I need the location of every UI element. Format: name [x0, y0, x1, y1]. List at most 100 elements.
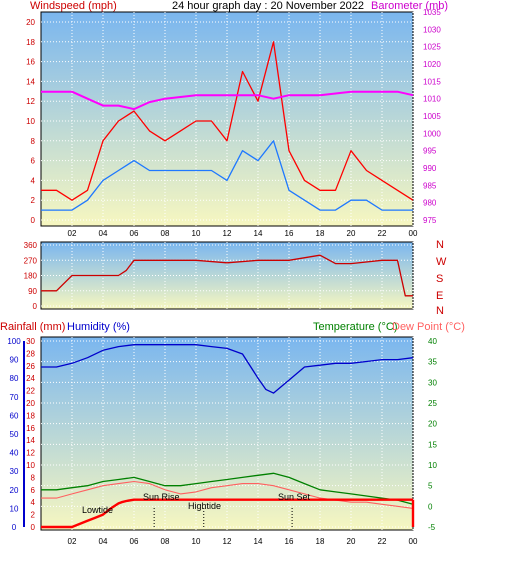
rain-tick-label: 16	[26, 424, 35, 433]
windspeed-tick-label: 8	[31, 137, 36, 146]
rain-tick-label: 30	[26, 337, 35, 346]
humidity-tick-label: 80	[10, 374, 19, 383]
series-dewpoint-line	[41, 480, 414, 509]
series-windspeed-line	[41, 140, 413, 211]
x-tick-label: 00	[409, 229, 418, 238]
barometer-tick-label: 1015	[423, 77, 441, 86]
wind-barometer-panel: 0246810121416182097598098599099510001005…	[26, 8, 441, 238]
x-tick-label: 12	[223, 537, 232, 546]
windspeed-tick-label: 4	[31, 176, 36, 185]
rain-tick-label: 12	[26, 449, 35, 458]
x-tick-label: 00	[409, 537, 418, 546]
humidity-tick-label: 30	[10, 467, 19, 476]
rain-tick-label: 22	[26, 387, 35, 396]
compass-s: S	[436, 273, 443, 285]
barometer-axis-label: Barometer (mb)	[371, 0, 448, 12]
dewpoint-axis-label: Dew Point (°C)	[392, 321, 465, 333]
x-tick-label: 16	[285, 537, 294, 546]
barometer-tick-label: 990	[423, 164, 437, 173]
lowtide-label: Lowtide	[82, 505, 113, 515]
x-tick-label: 06	[130, 229, 139, 238]
windspeed-tick-label: 6	[31, 157, 36, 166]
x-tick-label: 10	[192, 229, 201, 238]
x-tick-label: 02	[68, 229, 77, 238]
x-tick-label: 18	[316, 229, 325, 238]
x-tick-label: 22	[378, 537, 387, 546]
barometer-tick-label: 980	[423, 199, 437, 208]
x-tick-label: 08	[161, 229, 170, 238]
rain-tick-label: 14	[26, 436, 35, 445]
rain-tick-label: 8	[31, 473, 36, 482]
humidity-axis-label: Humidity (%)	[67, 321, 130, 333]
series-gust-line	[41, 41, 414, 201]
barometer-tick-label: 985	[423, 181, 437, 190]
barometer-tick-label: 1025	[423, 43, 441, 52]
windspeed-tick-label: 2	[31, 196, 36, 205]
x-tick-label: 06	[130, 537, 139, 546]
barometer-tick-label: 1020	[423, 60, 441, 69]
x-tick-label: 04	[99, 537, 108, 546]
humidity-tick-label: 50	[10, 430, 19, 439]
x-tick-label: 08	[161, 537, 170, 546]
temperature-tick-label: 5	[428, 482, 433, 491]
series-barometer-line	[41, 90, 414, 111]
barometer-tick-label: 1000	[423, 129, 441, 138]
temperature-tick-label: 35	[428, 358, 437, 367]
sunrise-label: Sun Rise	[143, 492, 180, 502]
temperature-humidity-rain-panel: 0102030405060708090100024681012141618202…	[7, 336, 437, 546]
x-tick-label: 16	[285, 229, 294, 238]
chart-title: 24 hour graph day : 20 November 2022	[172, 0, 364, 12]
windspeed-tick-label: 18	[26, 38, 35, 47]
direction-tick-label: 180	[24, 272, 38, 281]
temperature-tick-label: 15	[428, 440, 437, 449]
direction-tick-label: 360	[24, 241, 38, 250]
windspeed-tick-label: 10	[26, 117, 35, 126]
rainfall-axis-label: Rainfall (mm)	[0, 321, 65, 333]
humidity-tick-label: 40	[10, 449, 19, 458]
humidity-tick-label: 90	[10, 356, 19, 365]
windspeed-tick-label: 16	[26, 58, 35, 67]
x-tick-label: 20	[347, 537, 356, 546]
windspeed-tick-label: 12	[26, 97, 35, 106]
humidity-tick-label: 100	[7, 337, 21, 346]
temperature-tick-label: -5	[428, 523, 436, 532]
hightide-label: Hightide	[188, 501, 221, 511]
humidity-tick-label: 20	[10, 486, 19, 495]
rain-tick-label: 10	[26, 461, 35, 470]
temperature-tick-label: 30	[428, 378, 437, 387]
barometer-tick-label: 995	[423, 147, 437, 156]
compass-n-bottom: N	[436, 305, 444, 317]
temperature-tick-label: 40	[428, 337, 437, 346]
compass-w: W	[436, 256, 447, 268]
barometer-tick-label: 1030	[423, 25, 441, 34]
direction-tick-label: 90	[28, 287, 37, 296]
rain-tick-label: 18	[26, 411, 35, 420]
x-tick-label: 22	[378, 229, 387, 238]
rain-tick-label: 4	[31, 498, 36, 507]
rain-tick-label: 0	[31, 523, 36, 532]
x-tick-label: 18	[316, 537, 325, 546]
series-direction-line	[41, 254, 413, 297]
x-tick-label: 10	[192, 537, 201, 546]
windspeed-tick-label: 0	[31, 216, 36, 225]
rain-tick-label: 24	[26, 374, 35, 383]
rain-tick-label: 28	[26, 349, 35, 358]
sunset-label: Sun Set	[278, 492, 311, 502]
x-tick-label: 02	[68, 537, 77, 546]
windspeed-tick-label: 14	[26, 77, 35, 86]
humidity-tick-label: 0	[12, 523, 17, 532]
direction-tick-label: 270	[24, 256, 38, 265]
humidity-tick-label: 10	[10, 504, 19, 513]
x-tick-label: 20	[347, 229, 356, 238]
rain-tick-label: 2	[31, 511, 36, 520]
series-rainfall-line	[41, 498, 413, 529]
temperature-tick-label: 25	[428, 399, 437, 408]
barometer-tick-label: 1035	[423, 8, 441, 17]
temperature-tick-label: 10	[428, 461, 437, 470]
rain-tick-label: 20	[26, 399, 35, 408]
barometer-tick-label: 1005	[423, 112, 441, 121]
series-temperature-line	[41, 472, 414, 505]
barometer-tick-label: 1010	[423, 95, 441, 104]
temperature-tick-label: 20	[428, 420, 437, 429]
direction-tick-label: 0	[33, 302, 38, 311]
